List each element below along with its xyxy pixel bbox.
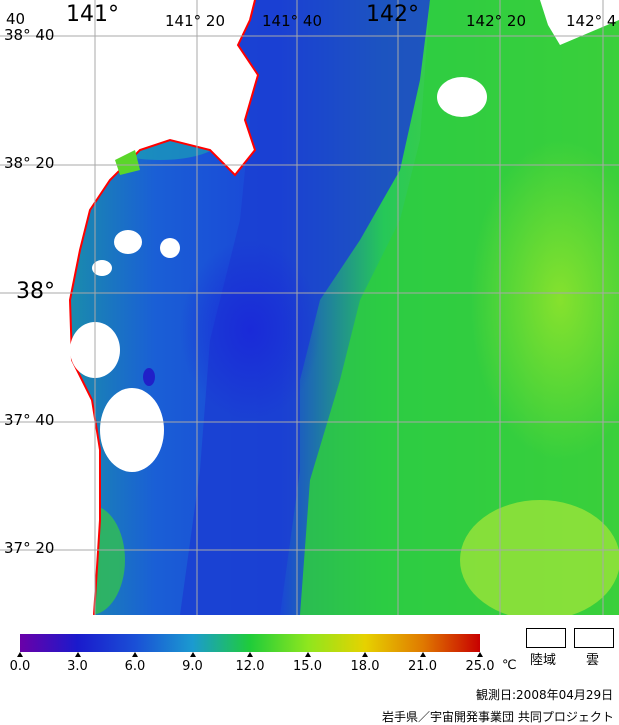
colorbar-tick-mark: [74, 652, 81, 657]
lat-label-37-40: 37° 40: [4, 411, 55, 429]
colorbar-tick-mark: [362, 652, 368, 657]
cloud: [92, 260, 112, 276]
lat-label-38: 38°: [16, 279, 55, 304]
colorbar-tick-label: 9.0: [182, 659, 203, 674]
lat-label-38-40: 38° 40: [4, 26, 55, 44]
colorbar-tick-label: 15.0: [293, 659, 322, 674]
warm-patch: [470, 140, 619, 460]
colorbar-tick-mark: [247, 652, 253, 657]
colorbar-tick-label: 6.0: [124, 659, 146, 674]
colorbar-ticks: 0.0 3.0 6.0 9.0 12.0 15.0 18.0 21.0 25.0: [0, 652, 619, 680]
cold-core: [180, 240, 320, 420]
lon-label-142: 142°: [366, 2, 419, 27]
colorbar-tick-mark: [304, 652, 311, 657]
colorbar-tick-mark: [189, 652, 196, 657]
colorbar-tick-label: 25.0: [465, 659, 495, 674]
land-swatch: [526, 628, 566, 648]
lon-label-142-20: 142° 20: [466, 12, 526, 30]
colorbar-tick-mark: [17, 652, 23, 657]
colorbar-tick-label: 12.0: [235, 659, 265, 674]
colorbar-tick-label: 0.0: [9, 659, 31, 674]
land-area: [0, 0, 258, 615]
graticule: [0, 0, 619, 615]
observation-date: 観測日:2008年04月29日: [476, 688, 614, 702]
cloud-legend-label: 雲: [586, 653, 600, 668]
corner-label: 40: [6, 10, 26, 28]
land-legend-label: 陸域: [530, 653, 557, 668]
cloud: [160, 238, 180, 258]
lat-label-37-20: 37° 20: [4, 539, 55, 557]
credit-text: 岩手県／宇宙開発事業団 共同プロジェクト: [382, 710, 614, 724]
colorbar-tick-label: 18.0: [350, 659, 380, 674]
colorbar-tick-mark: [419, 652, 426, 657]
cloud: [114, 230, 142, 254]
lon-label-141: 141°: [66, 2, 119, 27]
lat-label-38-20: 38° 20: [4, 154, 55, 172]
colorbar-tick-mark: [477, 652, 483, 657]
coastline: [68, 0, 260, 615]
temperature-colorbar: [20, 634, 480, 652]
cloud: [437, 77, 487, 117]
sea-surface-temperature-map: [0, 0, 619, 615]
cloud: [100, 388, 164, 472]
colorbar-tick-label: 21.0: [408, 659, 437, 674]
unit-label: ℃: [502, 658, 517, 673]
cloud-swatch: [574, 628, 614, 648]
lon-label-141-20: 141° 20: [165, 12, 225, 30]
colorbar-tick-mark: [132, 652, 138, 657]
lon-label-141-40: 141° 40: [262, 12, 322, 30]
lon-label-142-40: 142° 4: [566, 12, 617, 30]
colorbar-tick-label: 3.0: [67, 659, 88, 674]
